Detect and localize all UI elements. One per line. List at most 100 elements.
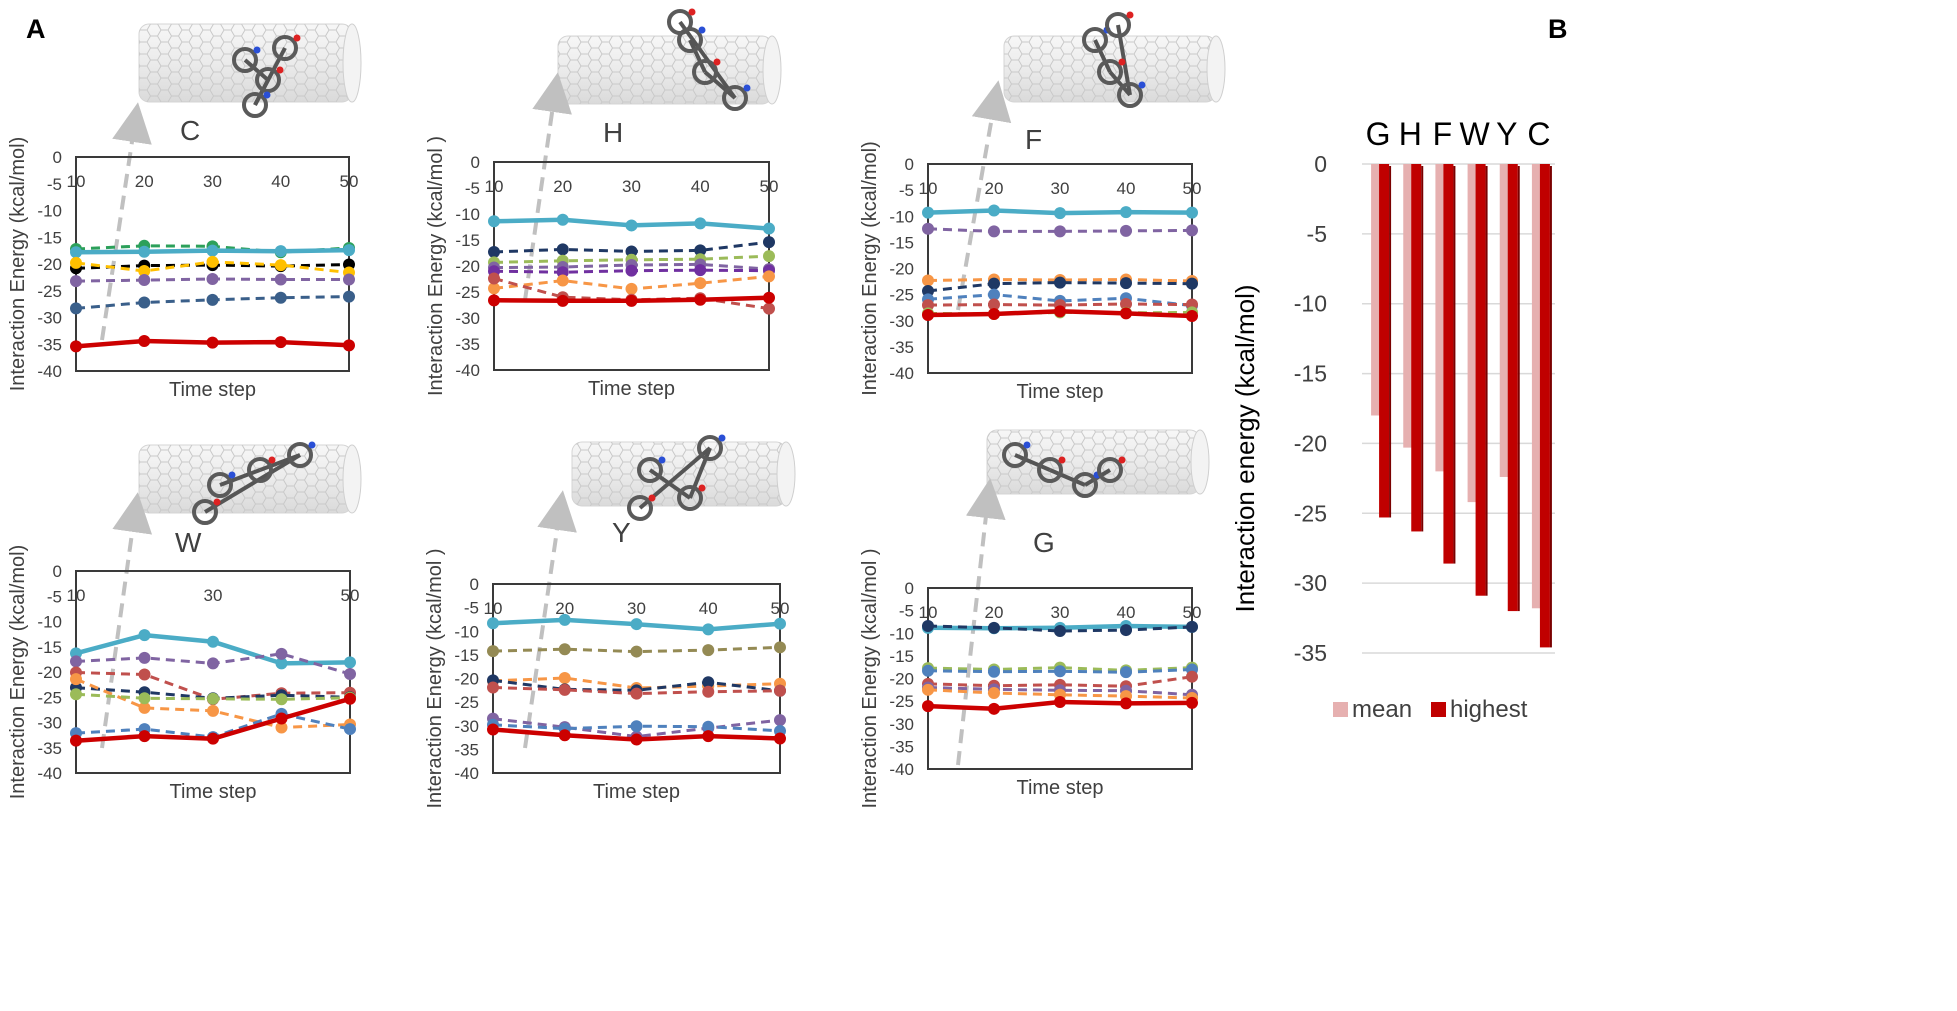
chart-g-xtick-label: 50 [1183,603,1202,622]
chart-y-data-point [630,687,643,700]
chart-c-data-point [206,272,219,285]
chart-c-data-point [70,275,82,288]
chart-y-ytick-label: -35 [454,740,479,759]
chart-c-ytick-label: -40 [37,362,62,381]
chart-f-molecule-atom [1118,58,1126,66]
bar-mean [1371,164,1381,416]
chart-y-data-point [702,676,715,689]
legend-swatch-mean [1333,702,1348,717]
chart-c-data-point [70,340,82,353]
chart-h-ytick-label: -25 [455,283,480,302]
chart-h-data-point [625,245,638,258]
chart-y-ytick-label: -40 [454,764,479,783]
chart-w-data-point [70,655,82,668]
chart-g-ytick-label: -20 [889,670,914,689]
chart-f-molecule-atom [1138,81,1146,89]
chart-w-data-point [138,730,151,743]
chart-y-ylabel: Interaction Energy (kcal/mol ) [424,548,446,808]
chart-w-data-point [70,673,82,686]
chart-y-data-point [774,617,786,630]
bar-category-label: Y [1496,116,1517,152]
bar-mean [1403,164,1413,448]
chart-h-xtick-label: 40 [691,177,710,196]
chart-y-data-point [487,723,499,736]
chart-g-group: G 0 -5 -10 -15 -20 -25 -30 -35 -40 10 20 30 40 50 Time … [859,429,1210,809]
chart-w-ytick-label: -30 [37,714,62,733]
chart-f-data-point [988,204,1000,217]
chart-h-ylabel: Interaction Energy (kcal/mol ) [425,136,447,396]
chart-g-ytick-label: -15 [889,647,914,666]
chart-w-xtick-label: 50 [341,586,360,605]
chart-g-molecule-bond [1049,468,1086,487]
chart-g-ylabel: Interaction Energy (kcal/mol ) [859,548,881,808]
chart-f-ylabel: Interaction Energy (kcal/mol) [859,141,881,396]
chart-f-data-point [1186,310,1198,323]
chart-g-data-point [1120,666,1132,679]
chart-c-data-point [138,264,151,277]
bar-ytick-label: -5 [1307,221,1327,247]
chart-c-data-point [70,256,82,269]
chart-f-group: F 0 -5 -10 -15 -20 -25 -30 -35 -40 10 20 30 40 50 Time … [859,11,1226,403]
chart-w-nanotube-end [342,444,362,514]
chart-y-group: Y 0 -5 -10 -15 -20 -25 -30 -35 -40 10 20 30 40 50 Time … [424,434,796,809]
chart-h-data-point [625,219,638,232]
chart-c-data-point [138,274,151,287]
chart-f-plot-frame [927,163,1193,374]
chart-f-molecule-atom [1126,11,1134,19]
chart-g-data-point [922,683,934,696]
chart-w-ytick-label: -20 [37,663,62,682]
chart-h-ytick-label: -30 [455,309,480,328]
chart-f-data-point [988,225,1000,238]
bar-chart: 0 -5 -10 -15 -20 -25 -30 -35 Interaction energy … [1230,116,1555,723]
chart-w-data-point [207,635,219,648]
chart-h-xtick-label: 20 [553,177,572,196]
chart-f-molecule-ring [1097,59,1123,85]
chart-c-data-point [206,244,219,257]
chart-f-data-point [922,284,934,297]
chart-f-data-point [1120,277,1132,290]
chart-c-ytick-label: -35 [37,335,62,354]
chart-w-group: W 0 -5 -10 -15 -20 -25 -30 -35 -40 10 30 50 Time step… [7,441,362,803]
chart-w-data-point [70,734,82,747]
chart-w-xtick-label: 10 [67,586,86,605]
bar-mean [1435,164,1445,472]
chart-c-data-point [343,244,355,257]
chart-g-xtick-label: 40 [1117,603,1136,622]
chart-w-xlabel: Time step [169,781,256,803]
chart-y-series-line [492,678,781,693]
chart-g-data-point [988,702,1000,715]
chart-f-data-point [1054,225,1066,238]
chart-y-nanotube-end [776,441,796,507]
chart-g-data-point [1186,620,1198,633]
chart-g-data-point [1186,696,1198,709]
chart-h-xtick-label: 30 [622,177,641,196]
chart-y-data-point [487,645,499,658]
chart-c-xtick-label: 20 [135,172,154,191]
chart-w-data-point [207,704,219,717]
chart-y-data-point [702,644,715,657]
chart-g-data-point [922,700,934,713]
chart-c-data-point [206,336,219,349]
chart-c-xtick-label: 30 [203,172,222,191]
chart-w-data-point [275,712,288,725]
chart-w-data-point [275,657,288,670]
chart-y-molecule-atom [658,456,666,464]
chart-y-molecule-ring [697,435,723,461]
chart-h-data-point [625,294,638,307]
chart-f-ytick-label: 0 [905,155,914,174]
legend-label-highest: highest [1450,696,1528,723]
chart-w-molecule-ring [192,499,218,525]
chart-y-ytick-label: -20 [454,670,479,689]
chart-g-molecule-bond [1014,453,1051,472]
chart-g-molecule-ring [1037,457,1063,483]
chart-g-data-point [1054,665,1066,678]
chart-f-data-point [1120,298,1132,311]
chart-c-molecule-ring [242,92,268,118]
chart-c-molecule-atom [276,66,284,74]
bar-category-label: F [1433,116,1453,152]
panel-label-b: B [1548,14,1568,44]
chart-c-molecule-ring [272,35,298,61]
chart-h-data-point [763,236,775,249]
chart-y-molecule-ring [637,457,663,483]
chart-h-ytick-label: -20 [455,257,480,276]
